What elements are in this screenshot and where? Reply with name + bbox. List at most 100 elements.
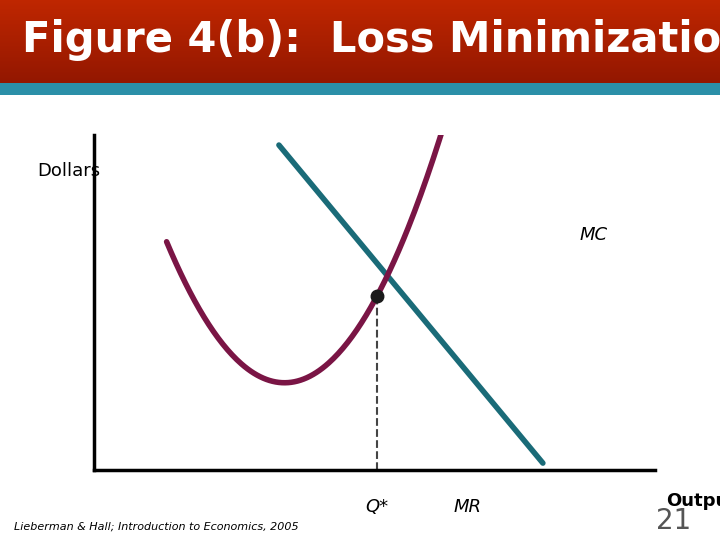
Bar [0, 37, 720, 38]
Bar [0, 29, 720, 30]
Bar [0, 33, 720, 34]
Bar [0, 4, 720, 5]
Bar [0, 11, 720, 12]
Bar [0, 80, 720, 81]
Bar [0, 90, 720, 91]
Bar [0, 44, 720, 45]
Bar [0, 35, 720, 36]
Bar [0, 24, 720, 25]
Bar [0, 69, 720, 70]
Bar [0, 79, 720, 80]
Bar [0, 59, 720, 60]
Bar [0, 45, 720, 46]
Bar [0, 32, 720, 33]
Text: Output: Output [667, 491, 720, 510]
Bar [0, 66, 720, 67]
Bar [0, 78, 720, 79]
Bar [0, 82, 720, 83]
Bar [0, 34, 720, 35]
Bar [0, 21, 720, 22]
Bar [0, 72, 720, 73]
Bar [0, 74, 720, 75]
Bar [0, 43, 720, 44]
Bar [0, 60, 720, 62]
Bar [0, 86, 720, 87]
Bar [0, 5, 720, 6]
Bar [0, 39, 720, 40]
Bar [0, 65, 720, 66]
Bar [0, 88, 720, 89]
Bar [0, 64, 720, 65]
Bar [0, 30, 720, 31]
Bar [0, 51, 720, 52]
Bar [0, 38, 720, 39]
Bar [0, 46, 720, 47]
Bar [0, 83, 720, 84]
Bar [0, 58, 720, 59]
Bar [0, 1, 720, 2]
Bar [0, 19, 720, 21]
Bar [0, 12, 720, 14]
Bar [0, 63, 720, 64]
Text: Dollars: Dollars [37, 162, 101, 180]
Bar [0, 22, 720, 23]
Bar [0, 85, 720, 86]
Bar [0, 40, 720, 41]
Bar [0, 62, 720, 63]
Bar [0, 15, 720, 16]
Bar [0, 56, 720, 57]
Text: MR: MR [453, 498, 481, 516]
Bar [0, 93, 720, 94]
Bar [0, 6, 720, 7]
Bar [0, 17, 720, 18]
Bar [0, 53, 720, 55]
Bar [0, 47, 720, 48]
Text: MC: MC [580, 226, 608, 245]
Bar [0, 89, 720, 90]
Bar [0, 16, 720, 17]
Bar [0, 81, 720, 82]
Bar [0, 2, 720, 3]
Bar [0, 23, 720, 24]
Text: Q*: Q* [366, 498, 389, 516]
Bar [0, 18, 720, 19]
Bar [0, 73, 720, 74]
Bar [0, 77, 720, 78]
Bar [0, 83, 720, 94]
Text: Lieberman & Hall; Introduction to Economics, 2005: Lieberman & Hall; Introduction to Econom… [14, 522, 299, 532]
Bar [0, 0, 720, 1]
Bar [0, 25, 720, 26]
Bar [0, 41, 720, 42]
Bar [0, 87, 720, 88]
Bar [0, 10, 720, 11]
Bar [0, 68, 720, 69]
Bar [0, 28, 720, 29]
Bar [0, 8, 720, 9]
Bar [0, 71, 720, 72]
Bar [0, 31, 720, 32]
Bar [0, 52, 720, 53]
Bar [0, 9, 720, 10]
Bar [0, 14, 720, 15]
Bar [0, 92, 720, 93]
Bar [0, 76, 720, 77]
Bar [0, 57, 720, 58]
Bar [0, 55, 720, 56]
Text: Figure 4(b):  Loss Minimization: Figure 4(b): Loss Minimization [22, 19, 720, 60]
Bar [0, 9, 720, 10]
Bar [0, 3, 720, 4]
Bar [0, 26, 720, 27]
Bar [0, 49, 720, 50]
Bar [0, 67, 720, 68]
Bar [0, 42, 720, 43]
Bar [0, 75, 720, 76]
Bar [0, 84, 720, 85]
Bar [0, 36, 720, 37]
Bar [0, 50, 720, 51]
Text: 21: 21 [656, 507, 691, 535]
Bar [0, 91, 720, 92]
Bar [0, 27, 720, 28]
Bar [0, 7, 720, 8]
Bar [0, 70, 720, 71]
Bar [0, 48, 720, 49]
